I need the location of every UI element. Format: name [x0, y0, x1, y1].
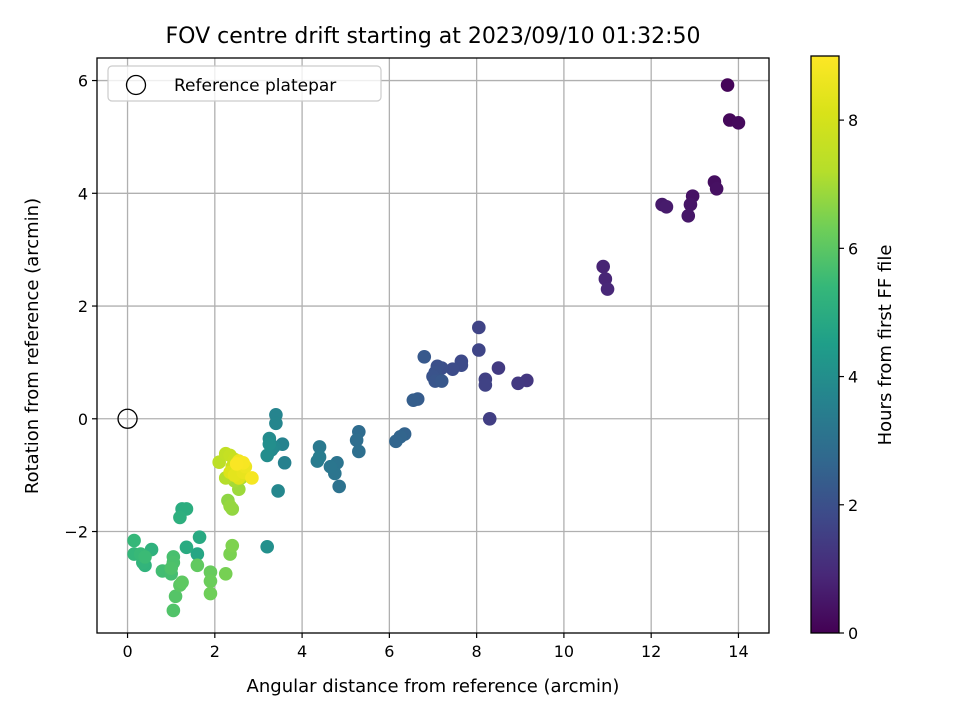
data-point [478, 378, 493, 392]
data-point [332, 479, 346, 494]
data-point [709, 181, 724, 196]
x-tick-label: 8 [472, 642, 482, 661]
data-point [472, 343, 486, 357]
x-tick-label: 6 [384, 642, 394, 661]
data-point [389, 434, 403, 449]
data-point [681, 209, 696, 223]
data-point [127, 533, 141, 548]
y-axis-label: Rotation from reference (arcmin) [22, 198, 43, 494]
y-tick-label: 6 [78, 72, 88, 91]
legend-label: Reference platepar [174, 76, 336, 96]
data-point [312, 440, 327, 454]
data-point [173, 510, 187, 525]
y-axis-ticks: −2 0 2 4 6 [64, 72, 97, 542]
data-point [260, 448, 274, 463]
data-point [269, 416, 283, 431]
data-point [312, 450, 327, 464]
data-point [720, 78, 735, 92]
x-tick-label: 2 [210, 642, 220, 661]
data-point [225, 538, 240, 553]
colorbar-tick-label: 4 [848, 368, 858, 387]
colorbar-tick-label: 2 [848, 496, 858, 515]
x-tick-label: 4 [297, 642, 307, 661]
data-point [138, 550, 152, 564]
data-point [491, 361, 506, 375]
chart-title: FOV centre drift starting at 2023/09/10 … [166, 24, 701, 49]
data-point [472, 320, 486, 335]
data-point [349, 433, 364, 448]
data-point [262, 437, 277, 451]
colorbar-ticks: 0 2 4 6 8 [839, 111, 858, 643]
data-point [271, 484, 285, 498]
data-point [260, 539, 274, 554]
data-points [127, 78, 746, 618]
data-point [245, 471, 259, 485]
colorbar-tick-label: 6 [848, 239, 858, 258]
colorbar-gradient [811, 56, 839, 633]
colorbar-tick-label: 8 [848, 111, 858, 130]
plot-frame [96, 57, 770, 634]
data-point [192, 530, 207, 544]
data-point [434, 374, 449, 388]
data-point [445, 362, 460, 376]
data-point [482, 411, 497, 426]
data-point [277, 455, 292, 470]
data-point [223, 499, 237, 513]
y-tick-label: 0 [78, 410, 88, 429]
y-tick-label: −2 [64, 523, 88, 542]
data-point [598, 272, 613, 286]
colorbar-label: Hours from first FF file [875, 245, 896, 446]
legend-box [107, 65, 382, 102]
x-tick-label: 12 [641, 642, 661, 661]
data-point [731, 116, 746, 130]
x-tick-label: 10 [554, 642, 574, 661]
data-point [229, 457, 244, 471]
data-point [596, 259, 610, 274]
data-point [164, 561, 178, 575]
data-point [175, 575, 189, 590]
data-point [683, 197, 698, 212]
y-tick-label: 2 [78, 297, 88, 316]
grid [97, 58, 769, 633]
data-point [203, 574, 218, 588]
data-point [179, 540, 194, 555]
x-tick-label: 0 [122, 642, 132, 661]
reference-marker [117, 408, 138, 429]
y-tick-label: 4 [78, 184, 88, 203]
x-axis-label: Angular distance from reference (arcmin) [247, 676, 620, 697]
legend-marker [125, 74, 147, 96]
data-point [417, 349, 432, 364]
legend: Reference platepar [107, 65, 382, 102]
colorbar-frame [810, 55, 840, 634]
x-axis-ticks: 0 2 4 6 8 10 12 14 [122, 633, 749, 661]
reference-point [117, 408, 138, 429]
data-point [168, 589, 183, 604]
data-point [406, 393, 421, 407]
data-point [511, 376, 525, 391]
colorbar-tick-label: 0 [848, 624, 858, 643]
data-point [600, 282, 615, 296]
x-tick-label: 14 [728, 642, 748, 661]
data-point [323, 459, 338, 474]
data-point [190, 558, 205, 573]
data-point [166, 603, 181, 618]
data-point [352, 444, 366, 459]
data-point [659, 200, 674, 214]
data-point [203, 586, 218, 601]
data-point [218, 567, 233, 581]
data-point [190, 547, 205, 561]
